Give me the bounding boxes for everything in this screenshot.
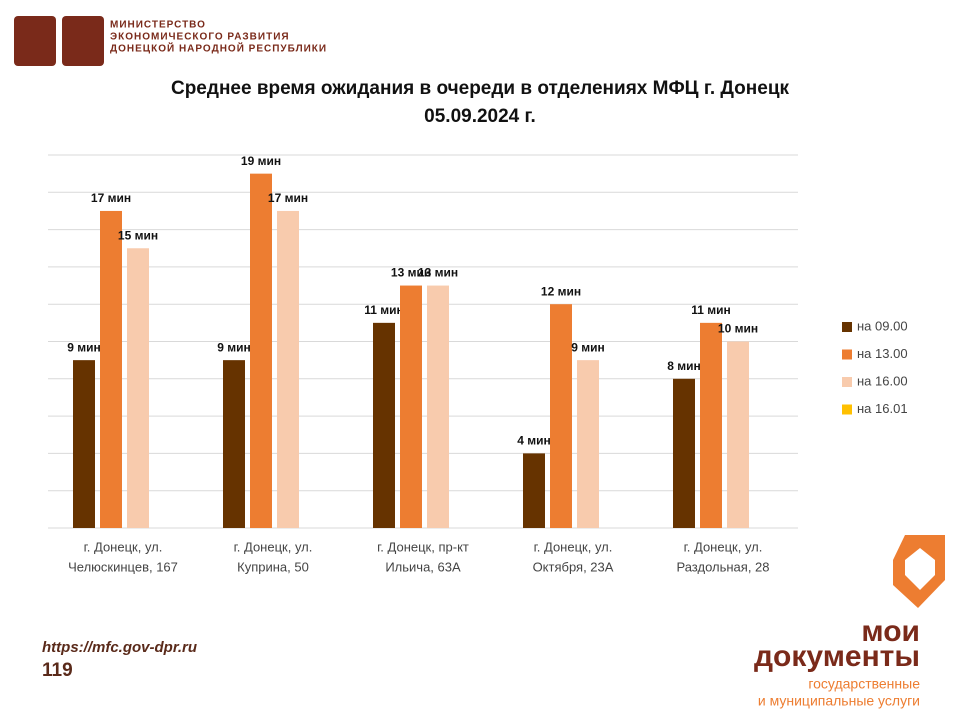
page-number: 119	[42, 660, 73, 681]
bar	[250, 173, 272, 528]
x-tick-label: г. Донецк, ул.	[684, 539, 763, 554]
bar	[277, 210, 299, 528]
x-tick-label: г. Донецк, ул.	[534, 539, 613, 554]
bar	[673, 378, 695, 528]
bar	[577, 360, 599, 528]
emblem	[14, 16, 56, 66]
legend-label: на 09.00	[857, 318, 908, 333]
x-tick-label: г. Донецк, ул.	[84, 539, 163, 554]
legend-label: на 16.00	[857, 373, 908, 388]
legend-swatch	[842, 322, 852, 332]
data-label: 11 мин	[364, 303, 404, 317]
data-label: 8 мин	[667, 359, 701, 373]
x-tick-label: Куприна, 50	[237, 559, 309, 574]
brand: документы	[754, 640, 920, 673]
url: https://mfc.gov-dpr.ru	[42, 639, 197, 656]
bar	[427, 285, 449, 528]
data-label: 9 мин	[217, 340, 251, 354]
x-tick-label: Раздольная, 28	[676, 559, 769, 574]
brand-logo-inner	[905, 548, 935, 590]
legend-swatch	[842, 404, 852, 415]
bar	[223, 360, 245, 528]
data-label: 12 мин	[541, 284, 581, 298]
x-tick-label: Челюскинцев, 167	[68, 559, 178, 574]
emblem	[62, 16, 104, 66]
data-label: 9 мин	[571, 340, 605, 354]
data-label: 17 мин	[268, 191, 308, 205]
x-tick-label: Октября, 23А	[533, 559, 614, 574]
data-label: 13 мин	[391, 266, 431, 280]
data-label: 13 мин	[418, 266, 458, 280]
x-tick-label: г. Донецк, пр-кт	[377, 539, 469, 554]
data-label: 10 мин	[718, 322, 758, 336]
tagline: государственные	[808, 676, 920, 692]
tagline: и муниципальные услуги	[758, 693, 920, 709]
bar	[100, 210, 122, 528]
bar	[523, 453, 545, 528]
data-label: 4 мин	[517, 434, 551, 448]
bar	[73, 360, 95, 528]
ministry-line: ДОНЕЦКОЙ НАРОДНОЙ РЕСПУБЛИКИ	[110, 42, 327, 55]
bar	[550, 304, 572, 528]
x-tick-label: г. Донецк, ул.	[234, 539, 313, 554]
bar	[400, 285, 422, 528]
data-label: 11 мин	[691, 303, 731, 317]
chart-subtitle: 05.09.2024 г.	[424, 106, 536, 127]
brand: мои	[861, 615, 920, 648]
bar	[127, 248, 149, 528]
legend-swatch	[842, 377, 852, 387]
ministry-line: МИНИСТЕРСТВО	[110, 20, 206, 31]
x-tick-label: Ильича, 63А	[385, 559, 461, 574]
bar	[373, 322, 395, 528]
data-label: 19 мин	[241, 154, 281, 168]
chart-title: Среднее время ожидания в очереди в отдел…	[171, 78, 790, 99]
bar	[700, 322, 722, 528]
bar	[727, 341, 749, 528]
legend-label: на 13.00	[857, 346, 908, 361]
ministry-line: ЭКОНОМИЧЕСКОГО РАЗВИТИЯ	[110, 32, 290, 43]
data-label: 15 мин	[118, 228, 158, 242]
data-label: 9 мин	[67, 340, 101, 354]
data-label: 17 мин	[91, 191, 131, 205]
legend-label: на 16.01	[857, 401, 908, 416]
legend-swatch	[842, 349, 852, 360]
